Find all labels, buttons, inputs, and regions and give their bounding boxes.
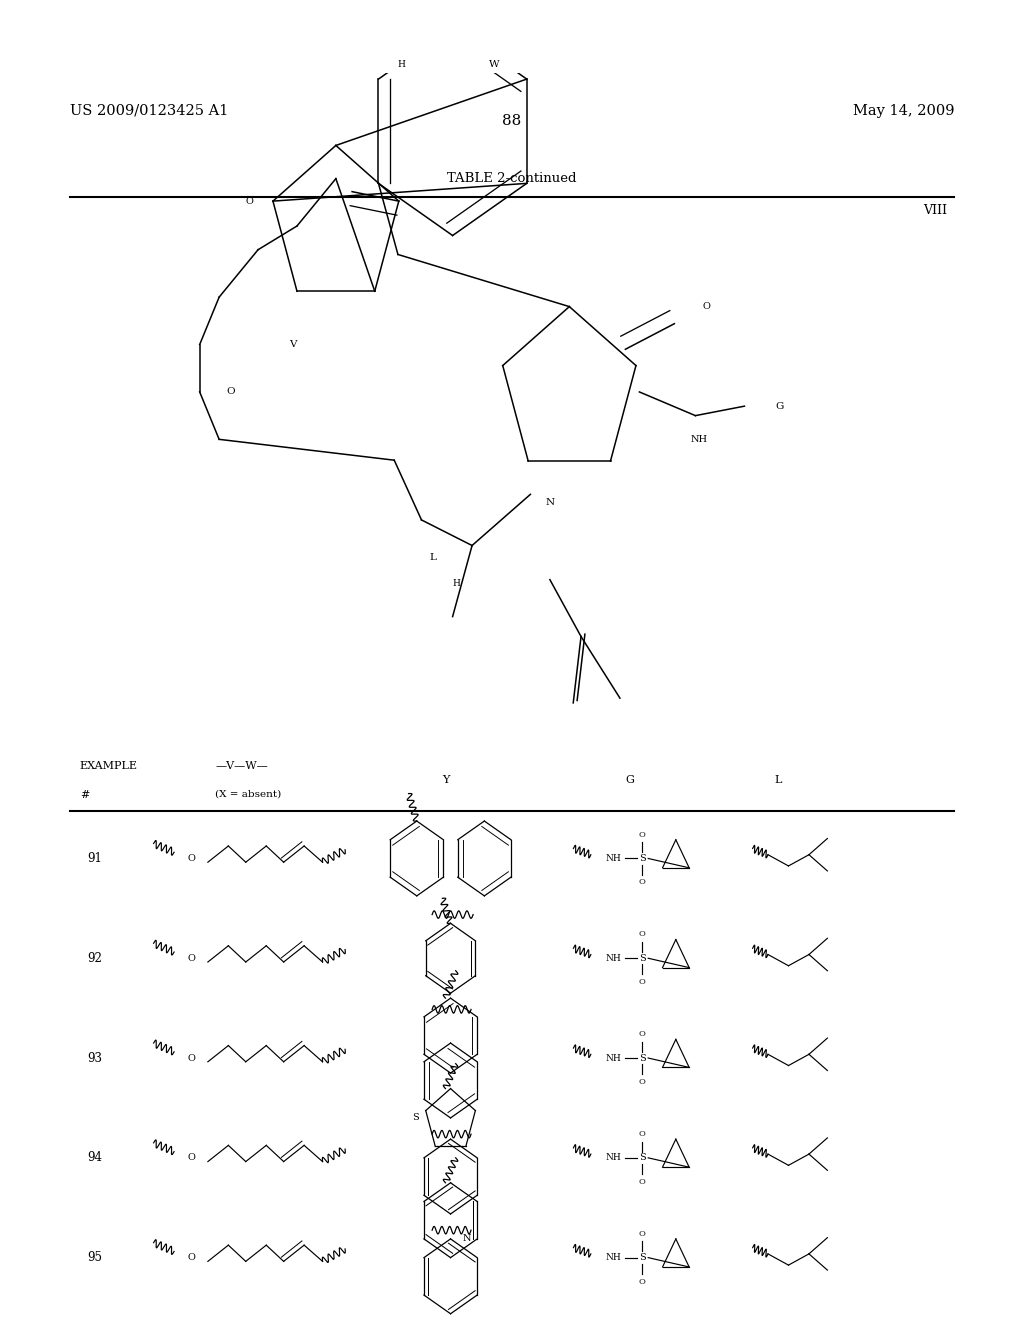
Text: O: O	[226, 388, 236, 396]
Text: N: N	[463, 1234, 471, 1243]
Text: 91: 91	[87, 851, 102, 865]
Text: N: N	[546, 499, 554, 507]
Text: H: H	[398, 61, 406, 70]
Text: O: O	[639, 1130, 645, 1138]
Text: L: L	[774, 775, 782, 785]
Text: W: W	[488, 61, 500, 70]
Text: May 14, 2009: May 14, 2009	[853, 104, 954, 117]
Text: O: O	[639, 978, 645, 986]
Text: NH: NH	[605, 954, 621, 962]
Text: S: S	[639, 954, 645, 962]
Text: V: V	[290, 341, 297, 348]
Text: O: O	[639, 1177, 645, 1185]
Text: S: S	[413, 1113, 419, 1122]
Text: L: L	[429, 553, 436, 562]
Text: G: G	[626, 775, 634, 785]
Text: G: G	[775, 401, 784, 411]
Text: NH: NH	[605, 1053, 621, 1063]
Text: O: O	[187, 1154, 196, 1163]
Text: O: O	[639, 1230, 645, 1238]
Text: —V—W—: —V—W—	[215, 762, 268, 771]
Text: O: O	[187, 854, 196, 863]
Text: O: O	[639, 931, 645, 939]
Text: O: O	[187, 1253, 196, 1262]
Text: O: O	[639, 830, 645, 838]
Text: VIII: VIII	[924, 203, 947, 216]
Text: Y: Y	[441, 775, 450, 785]
Text: TABLE 2-continued: TABLE 2-continued	[447, 173, 577, 185]
Text: O: O	[246, 198, 254, 206]
Text: O: O	[702, 302, 711, 312]
Text: S: S	[639, 1253, 645, 1262]
Text: NH: NH	[605, 1253, 621, 1262]
Text: NH: NH	[691, 434, 708, 444]
Text: 95: 95	[87, 1251, 102, 1265]
Text: S: S	[639, 854, 645, 863]
Text: 88: 88	[503, 114, 521, 128]
Text: #: #	[80, 789, 89, 800]
Text: H: H	[453, 579, 461, 587]
Text: O: O	[187, 1053, 196, 1063]
Text: O: O	[639, 1278, 645, 1286]
Text: S: S	[639, 1154, 645, 1163]
Text: US 2009/0123425 A1: US 2009/0123425 A1	[70, 104, 228, 117]
Text: 94: 94	[87, 1151, 102, 1164]
Text: NH: NH	[605, 1154, 621, 1163]
Text: 92: 92	[87, 952, 102, 965]
Text: O: O	[187, 954, 196, 962]
Text: 93: 93	[87, 1052, 102, 1064]
Text: O: O	[639, 878, 645, 887]
Text: O: O	[639, 1078, 645, 1086]
Text: S: S	[639, 1053, 645, 1063]
Text: NH: NH	[605, 854, 621, 863]
Text: O: O	[639, 1030, 645, 1038]
Text: EXAMPLE: EXAMPLE	[80, 762, 138, 771]
Text: (X = absent): (X = absent)	[215, 789, 282, 799]
